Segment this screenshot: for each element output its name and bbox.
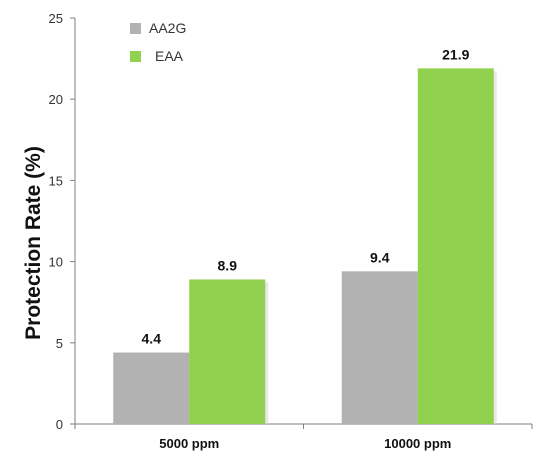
x-category-label: 5000 ppm (159, 436, 219, 451)
y-tick-label: 25 (49, 11, 63, 26)
y-tick-label: 0 (56, 417, 63, 432)
data-label: 8.9 (218, 257, 238, 273)
data-label: 4.4 (142, 331, 162, 347)
data-label: 21.9 (442, 46, 469, 62)
bar-aa2g-1 (341, 271, 418, 424)
y-tick-label: 10 (49, 255, 63, 270)
y-tick-label: 5 (56, 336, 63, 351)
bar-aa2g-0 (113, 352, 190, 424)
labels: 4.4 8.9 5000 ppm 9.4 21.9 10000 ppm (142, 46, 470, 451)
legend-label-aa2g: AA2G (149, 20, 186, 36)
bar-eaa-1 (417, 68, 494, 425)
legend-label-eaa: EAA (155, 48, 184, 64)
data-label: 9.4 (370, 249, 390, 265)
legend-swatch-aa2g (130, 23, 141, 34)
x-category-label: 10000 ppm (384, 436, 451, 451)
bars (113, 68, 497, 425)
y-tick-label: 15 (49, 173, 63, 188)
bar-eaa-0 (189, 279, 266, 424)
legend-swatch-eaa (130, 51, 141, 62)
legend: AA2G EAA (130, 20, 186, 64)
y-tick-label: 20 (49, 92, 63, 107)
y-axis-title: Protection Rate (%) (22, 146, 45, 340)
